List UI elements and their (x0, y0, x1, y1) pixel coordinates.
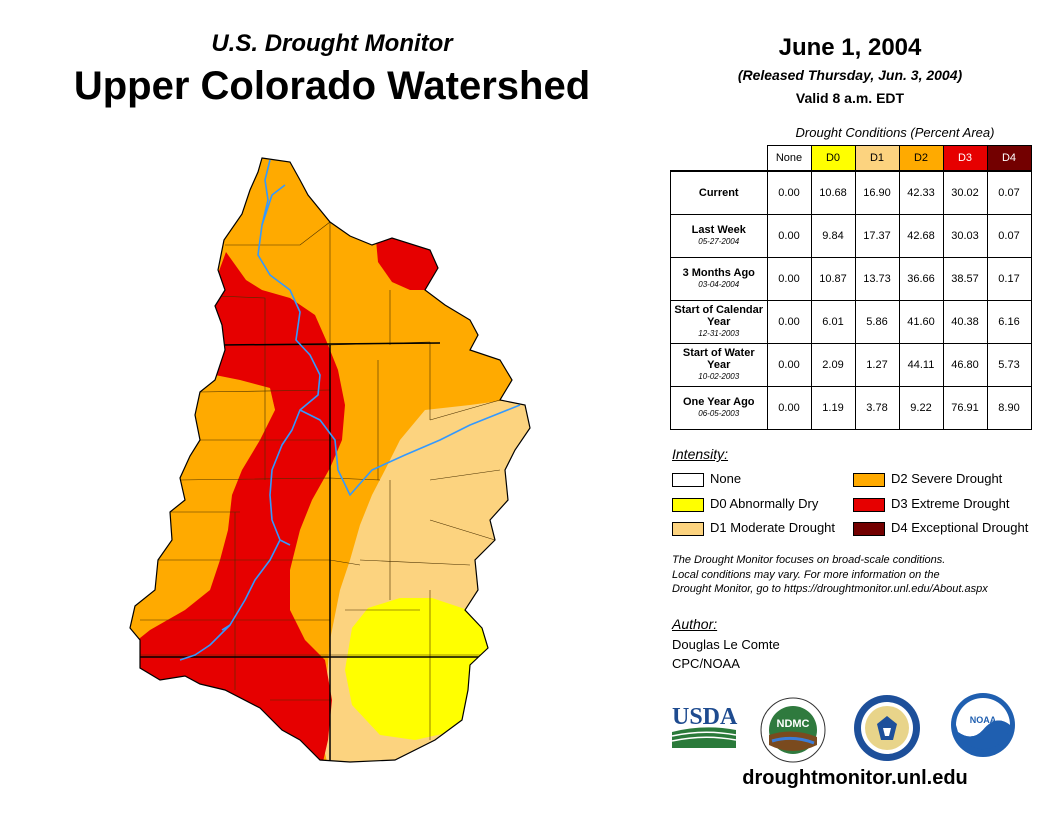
row-label: Last Week 05-27-2004 (670, 214, 768, 258)
row-label: Current (670, 170, 768, 215)
legend-item-d4: D4 Exceptional Drought (853, 520, 1028, 536)
cell-d3: 38.57 (942, 257, 988, 301)
table-row: Start of Calendar Year 12-31-2003 0.00 6.… (670, 300, 1032, 344)
col-header-d0: D0 (810, 145, 856, 172)
cell-d3: 40.38 (942, 300, 988, 344)
cell-d0: 2.09 (810, 343, 856, 387)
cell-d3: 30.02 (942, 170, 988, 215)
table-caption: Drought Conditions (Percent Area) (795, 125, 995, 140)
cell-d3: 46.80 (942, 343, 988, 387)
map-subtitle: U.S. Drought Monitor (211, 30, 453, 57)
row-label: Start of Water Year 10-02-2003 (670, 343, 768, 387)
table-row: Current 0.00 10.68 16.90 42.33 30.02 0.0… (670, 170, 1032, 215)
legend-swatch (853, 497, 885, 512)
col-header-d1: D1 (854, 145, 900, 172)
cell-d4: 0.17 (986, 257, 1032, 301)
cell-d4: 6.16 (986, 300, 1032, 344)
cell-d0: 9.84 (810, 214, 856, 258)
cell-d1: 17.37 (854, 214, 900, 258)
watershed-map (129, 157, 531, 763)
commerce-seal-logo (854, 695, 920, 761)
cell-d3: 76.91 (942, 386, 988, 430)
cell-d1: 1.27 (854, 343, 900, 387)
legend-swatch (853, 472, 885, 487)
cell-none: 0.00 (766, 214, 812, 258)
cell-d0: 10.87 (810, 257, 856, 301)
svg-text:NDMC: NDMC (777, 718, 810, 730)
cell-d0: 10.68 (810, 170, 856, 215)
cell-d4: 0.07 (986, 170, 1032, 215)
legend-swatch (672, 497, 704, 512)
row-label: Start of Calendar Year 12-31-2003 (670, 300, 768, 344)
cell-d0: 6.01 (810, 300, 856, 344)
legend-item-d3: D3 Extreme Drought (853, 496, 1010, 512)
cell-none: 0.00 (766, 170, 812, 215)
table-row: 3 Months Ago 03-04-2004 0.00 10.87 13.73 … (670, 257, 1032, 301)
legend-item-d1: D1 Moderate Drought (672, 520, 835, 536)
cell-d4: 8.90 (986, 386, 1032, 430)
col-header-none: None (766, 145, 812, 172)
table-row: Start of Water Year 10-02-2003 0.00 2.09 … (670, 343, 1032, 387)
cell-none: 0.00 (766, 300, 812, 344)
d3-area-north (376, 238, 440, 290)
author-name: Douglas Le Comte (672, 637, 780, 652)
legend-swatch (672, 472, 704, 487)
legend-item-none: None (672, 471, 741, 487)
release-date: (Released Thursday, Jun. 3, 2004) (737, 67, 963, 83)
legend-swatch (672, 521, 704, 536)
row-label: One Year Ago 06-05-2003 (670, 386, 768, 430)
cell-d4: 0.07 (986, 214, 1032, 258)
valid-time: Valid 8 a.m. EDT (795, 90, 905, 106)
noaa-logo: NOAA (951, 693, 1015, 757)
d0-area (345, 598, 490, 740)
ndmc-logo: NDMC (760, 697, 826, 763)
col-header-d3: D3 (942, 145, 988, 172)
usda-logo: USDA (671, 704, 738, 748)
cell-d4: 5.73 (986, 343, 1032, 387)
row-label: 3 Months Ago 03-04-2004 (670, 257, 768, 301)
col-header-d2: D2 (898, 145, 944, 172)
website-link[interactable]: droughtmonitor.unl.edu (742, 767, 968, 789)
drought-areas (130, 158, 530, 762)
cell-none: 0.00 (766, 386, 812, 430)
cell-d1: 3.78 (854, 386, 900, 430)
cell-d2: 44.11 (898, 343, 944, 387)
author-heading: Author: (672, 616, 718, 632)
table-row: Last Week 05-27-2004 0.00 9.84 17.37 42.6… (670, 214, 1032, 258)
legend-swatch (853, 521, 885, 536)
disclaimer-note: The Drought Monitor focuses on broad-sca… (672, 554, 988, 595)
cell-none: 0.00 (766, 343, 812, 387)
cell-d0: 1.19 (810, 386, 856, 430)
author-org: CPC/NOAA (672, 656, 740, 671)
map-date: June 1, 2004 (778, 34, 922, 61)
svg-text:USDA: USDA (672, 704, 738, 730)
cell-d2: 9.22 (898, 386, 944, 430)
cell-d1: 16.90 (854, 170, 900, 215)
cell-d3: 30.03 (942, 214, 988, 258)
drought-conditions-table: None D0 D1 D2 D3 D4 Current 0.00 10.68 1… (670, 145, 1032, 430)
col-header-d4: D4 (986, 145, 1032, 172)
table-row: One Year Ago 06-05-2003 0.00 1.19 3.78 9.… (670, 386, 1032, 430)
cell-none: 0.00 (766, 257, 812, 301)
legend-item-d0: D0 Abnormally Dry (672, 496, 818, 512)
cell-d2: 42.33 (898, 170, 944, 215)
cell-d2: 42.68 (898, 214, 944, 258)
rivers (179, 159, 521, 661)
map-title: Upper Colorado Watershed (73, 64, 591, 108)
d2-river-pocket (222, 386, 275, 430)
watershed-outline (129, 157, 531, 763)
legend-title: Intensity: (672, 446, 729, 462)
cell-d1: 13.73 (854, 257, 900, 301)
svg-text:NOAA: NOAA (970, 715, 997, 725)
legend-item-d2: D2 Severe Drought (853, 471, 1002, 487)
cell-d1: 5.86 (854, 300, 900, 344)
cell-d2: 36.66 (898, 257, 944, 301)
cell-d2: 41.60 (898, 300, 944, 344)
